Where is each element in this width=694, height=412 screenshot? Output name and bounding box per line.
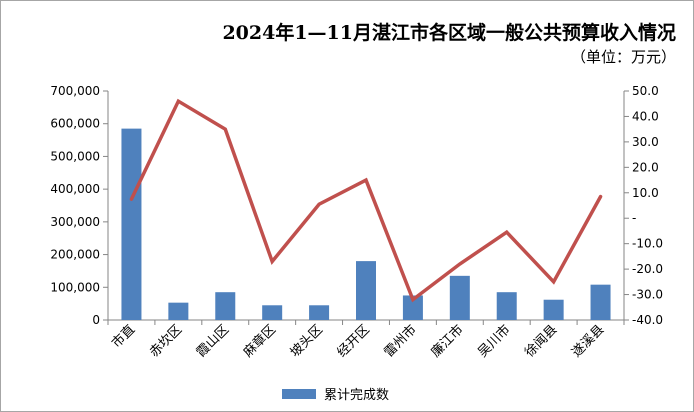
bar — [543, 299, 564, 320]
bar — [309, 305, 330, 320]
legend: 累计完成数 — [282, 384, 389, 403]
right-tick-label: 20.0 — [632, 160, 659, 174]
left-tick-label: 600,000 — [50, 117, 100, 131]
right-tick-label: -10.0 — [632, 237, 663, 251]
left-tick-label: 100,000 — [50, 280, 100, 294]
left-tick-label: 0 — [92, 313, 100, 327]
bar — [215, 292, 236, 320]
legend-swatch — [282, 388, 316, 399]
category-label: 遂溪县 — [569, 322, 607, 360]
bar — [402, 295, 423, 320]
legend-label: 累计完成数 — [324, 388, 390, 403]
chart-title: 2024年1—11月湛江市各区域一般公共预算收入情况 — [222, 22, 676, 44]
category-label: 吴川市 — [475, 322, 514, 361]
category-label: 坡头区 — [288, 322, 326, 360]
bar — [168, 302, 189, 320]
bar — [449, 275, 470, 320]
right-tick-label: -40.0 — [632, 313, 663, 327]
right-tick-label: 30.0 — [632, 135, 659, 149]
left-tick-label: 700,000 — [50, 84, 100, 98]
growth-line — [129, 98, 603, 303]
bar — [590, 284, 611, 320]
category-label: 赤坎区 — [147, 322, 185, 360]
bar — [121, 128, 142, 320]
right-tick-label: -30.0 — [632, 288, 663, 302]
left-tick-label: 300,000 — [50, 215, 100, 229]
bar — [262, 305, 283, 320]
bar — [356, 261, 376, 320]
right-tick-label: 50.0 — [632, 84, 659, 98]
right-tick-label: 40.0 — [632, 109, 659, 123]
right-tick-label: -20.0 — [632, 262, 663, 276]
right-tick-label: 10.0 — [632, 186, 659, 200]
left-tick-label: 200,000 — [50, 248, 100, 262]
chart-unit: （单位：万元） — [570, 48, 676, 66]
left-tick-label: 500,000 — [50, 149, 100, 163]
category-label: 经开区 — [335, 322, 373, 360]
category-label: 廉江市 — [428, 322, 467, 361]
right-tick-label: - — [632, 211, 636, 225]
left-tick-label: 400,000 — [50, 182, 100, 196]
category-label: 霞山区 — [194, 322, 232, 360]
category-label: 雷州市 — [381, 322, 420, 361]
category-label: 徐闻县 — [522, 322, 560, 360]
bar — [496, 292, 517, 320]
category-label: 麻章区 — [240, 322, 279, 361]
category-label: 市直 — [109, 322, 139, 352]
